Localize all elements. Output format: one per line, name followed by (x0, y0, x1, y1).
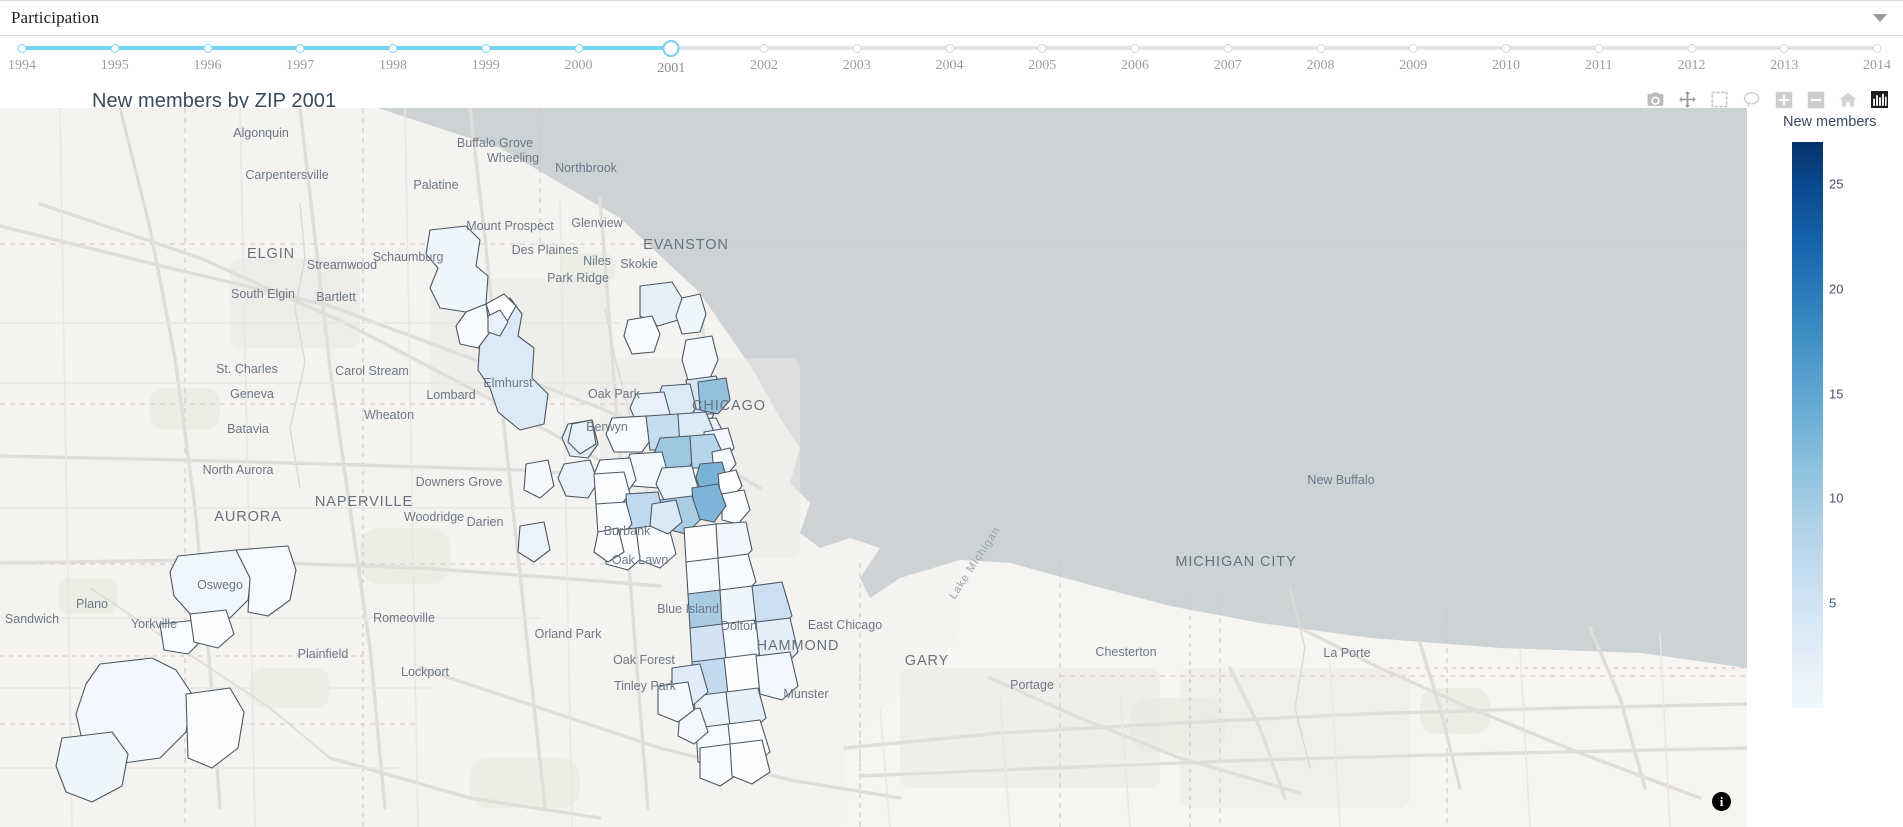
year-tick-handle-2001[interactable] (662, 39, 680, 57)
year-tick-1995[interactable]: 1995 (101, 43, 129, 73)
year-tick-label-1998: 1998 (379, 58, 407, 73)
year-tick-2001[interactable]: 2001 (657, 39, 685, 76)
year-tick-2005[interactable]: 2005 (1028, 43, 1056, 73)
colorbar: New members 5 10 15 20 25 (1783, 108, 1903, 827)
choropleth-map[interactable]: Lake Michigan Algonquin Carpentersville Bu… (0, 108, 1747, 827)
year-tick-handle-1997[interactable] (295, 43, 305, 53)
year-tick-2010[interactable]: 2010 (1492, 43, 1520, 73)
year-tick-2009[interactable]: 2009 (1399, 43, 1427, 73)
year-tick-2004[interactable]: 2004 (936, 43, 964, 73)
year-tick-1996[interactable]: 1996 (194, 43, 222, 73)
year-tick-label-2000: 2000 (564, 58, 593, 73)
year-tick-1998[interactable]: 1998 (379, 43, 407, 73)
year-tick-label-2003: 2003 (842, 58, 871, 73)
year-tick-label-1994: 1994 (8, 58, 36, 73)
lasso-select-icon[interactable] (1740, 88, 1763, 111)
year-tick-label-2002: 2002 (750, 58, 778, 73)
year-slider-track[interactable]: 1994 1995 1996 1997 1998 1999 2000 2001 2002 2003… (8, 39, 1891, 76)
year-tick-handle-2003[interactable] (852, 43, 862, 53)
colorbar-tick-5: 5 (1829, 595, 1837, 611)
year-tick-handle-2002[interactable] (759, 43, 769, 53)
year-tick-handle-2004[interactable] (945, 43, 954, 53)
year-tick-2013[interactable]: 2013 (1770, 43, 1798, 73)
plotly-modebar[interactable] (1644, 88, 1891, 111)
year-tick-handle-1996[interactable] (203, 43, 212, 53)
year-tick-2008[interactable]: 2008 (1307, 43, 1335, 73)
map-base-layer (0, 108, 1747, 827)
home-icon[interactable] (1836, 88, 1859, 111)
year-tick-handle-1994[interactable] (17, 43, 27, 53)
year-slider-fill (22, 46, 672, 50)
year-slider[interactable]: 1994 1995 1996 1997 1998 1999 2000 2001 2002 2003… (0, 36, 1903, 78)
year-tick-2014[interactable]: 2014 (1863, 43, 1891, 73)
colorbar-tick-20: 20 (1829, 281, 1844, 297)
colorbar-title: New members (1783, 114, 1877, 130)
year-tick-handle-2000[interactable] (574, 43, 583, 53)
year-tick-label-2012: 2012 (1677, 58, 1706, 73)
year-tick-2007[interactable]: 2007 (1214, 43, 1242, 73)
zoom-in-icon[interactable] (1772, 88, 1795, 111)
year-tick-label-2004: 2004 (935, 58, 964, 73)
metric-dropdown[interactable]: Participation (0, 0, 1903, 36)
year-tick-handle-1998[interactable] (388, 43, 398, 53)
choropleth-figure: New members by ZIP 2001 (0, 78, 1903, 827)
year-tick-1997[interactable]: 1997 (286, 43, 314, 73)
year-tick-label-2001: 2001 (657, 61, 686, 76)
colorbar-tick-15: 15 (1829, 386, 1844, 402)
year-tick-2012[interactable]: 2012 (1678, 43, 1706, 73)
year-tick-handle-2012[interactable] (1687, 43, 1696, 53)
year-tick-label-2006: 2006 (1121, 58, 1149, 73)
year-tick-handle-2014[interactable] (1872, 43, 1882, 53)
year-tick-label-2005: 2005 (1028, 58, 1057, 73)
year-tick-label-2010: 2010 (1492, 58, 1520, 73)
year-tick-2006[interactable]: 2006 (1121, 43, 1149, 73)
year-tick-label-1996: 1996 (193, 58, 222, 73)
year-tick-handle-2013[interactable] (1779, 43, 1789, 53)
year-tick-label-1997: 1997 (286, 58, 315, 73)
box-select-icon[interactable] (1708, 88, 1731, 111)
zoom-out-icon[interactable] (1804, 88, 1827, 111)
year-tick-handle-2009[interactable] (1408, 43, 1418, 53)
bar-chart-icon[interactable] (1868, 88, 1891, 111)
metric-dropdown-value: Participation (11, 8, 100, 27)
chevron-down-icon[interactable] (1873, 14, 1887, 22)
info-icon[interactable]: i (1712, 792, 1731, 811)
year-tick-handle-2007[interactable] (1223, 43, 1233, 53)
year-tick-handle-2005[interactable] (1037, 43, 1047, 53)
year-tick-2002[interactable]: 2002 (750, 43, 778, 73)
year-tick-label-1995: 1995 (100, 58, 129, 73)
page-title: New members by ZIP 2001 (92, 90, 337, 112)
year-tick-label-1999: 1999 (471, 58, 500, 73)
year-tick-handle-1999[interactable] (481, 43, 491, 53)
year-tick-label-2007: 2007 (1213, 58, 1242, 73)
colorbar-gradient (1792, 142, 1823, 708)
colorbar-tick-10: 10 (1829, 490, 1844, 506)
year-tick-label-2008: 2008 (1306, 58, 1335, 73)
year-tick-label-2011: 2011 (1585, 58, 1613, 73)
year-tick-2003[interactable]: 2003 (843, 43, 871, 73)
year-tick-1999[interactable]: 1999 (472, 43, 500, 73)
zip-choropleth-layer[interactable] (0, 108, 1747, 827)
year-tick-handle-2006[interactable] (1130, 43, 1140, 53)
camera-icon[interactable] (1644, 88, 1667, 111)
year-tick-handle-1995[interactable] (110, 43, 120, 53)
year-tick-label-2009: 2009 (1399, 58, 1428, 73)
colorbar-tick-25: 25 (1829, 176, 1844, 192)
year-tick-handle-2011[interactable] (1594, 43, 1604, 53)
year-tick-handle-2008[interactable] (1316, 43, 1325, 53)
year-tick-handle-2010[interactable] (1501, 43, 1511, 53)
year-tick-2000[interactable]: 2000 (565, 43, 593, 73)
year-tick-label-2013: 2013 (1770, 58, 1799, 73)
pan-icon[interactable] (1676, 88, 1699, 111)
year-tick-label-2014: 2014 (1863, 58, 1891, 73)
year-tick-1994[interactable]: 1994 (8, 43, 36, 73)
year-tick-2011[interactable]: 2011 (1585, 43, 1612, 73)
